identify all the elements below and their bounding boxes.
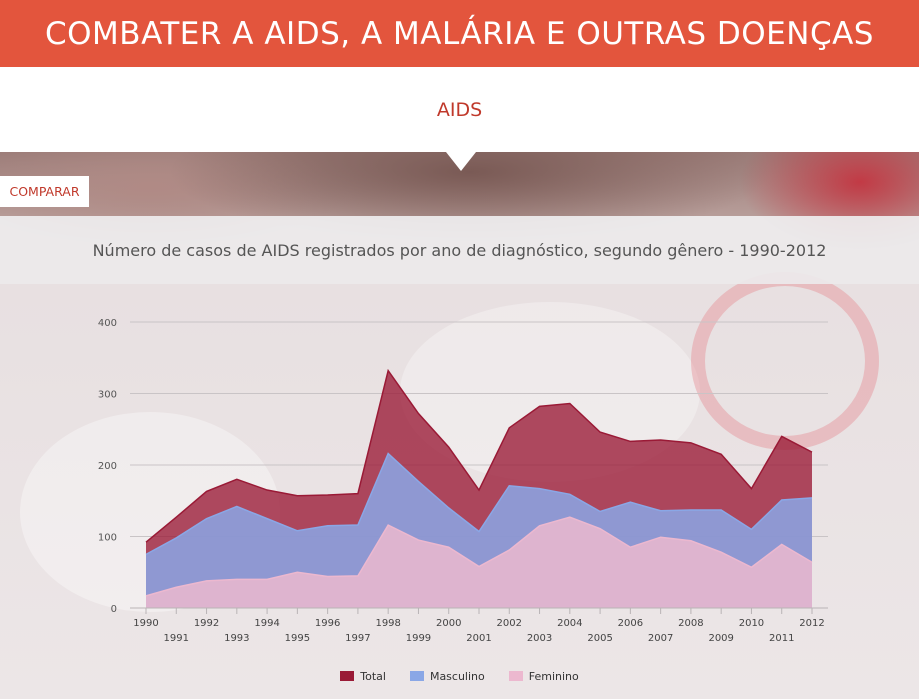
legend-swatch bbox=[340, 671, 355, 681]
x-tick-label: 2002 bbox=[497, 618, 522, 629]
compare-button[interactable]: COMPARAR bbox=[0, 176, 89, 207]
line-series-total bbox=[145, 368, 813, 543]
x-tick-label: 1995 bbox=[285, 633, 310, 644]
x-tick-label: 2011 bbox=[769, 633, 794, 644]
area-chart: 0 100 200 300 400 1990 1991 1992 1993 1994 1995 199… bbox=[98, 318, 828, 644]
x-tick-label: 2008 bbox=[678, 618, 703, 629]
page-header: COMBATER A AIDS, A MALÁRIA E OUTRAS DOEN… bbox=[0, 0, 919, 67]
line-series-feminino bbox=[145, 516, 813, 597]
legend-item-total[interactable]: Total bbox=[340, 670, 386, 683]
x-tick-label: 2012 bbox=[799, 618, 824, 629]
legend-label: Masculino bbox=[429, 669, 485, 683]
x-tick-label: 1993 bbox=[224, 633, 249, 644]
x-tick-label: 2009 bbox=[708, 633, 733, 644]
y-tick-label: 100 bbox=[98, 533, 117, 544]
legend-label: Feminino bbox=[528, 669, 579, 683]
x-tick-label: 1990 bbox=[133, 618, 158, 629]
x-tick-label: 1998 bbox=[375, 618, 400, 629]
chart-legend: Total Masculino Feminino bbox=[0, 666, 919, 686]
tab-aids[interactable]: AIDS bbox=[436, 98, 483, 121]
x-tick-label: 2006 bbox=[618, 618, 643, 629]
x-tick-label: 1994 bbox=[254, 618, 279, 629]
x-tick-label: 1992 bbox=[194, 618, 219, 629]
y-tick-label: 300 bbox=[98, 390, 117, 401]
x-tick-label: 2010 bbox=[739, 618, 764, 629]
x-tick-label: 2005 bbox=[587, 633, 612, 644]
area-series-feminino bbox=[146, 517, 812, 608]
chart-title-band: Número de casos de AIDS registrados por … bbox=[0, 216, 919, 284]
chart-axes: 0 100 200 300 400 1990 1991 1992 1993 1994 1995 199… bbox=[98, 318, 828, 644]
subnav-bar: AIDS bbox=[0, 67, 919, 152]
legend-label: Total bbox=[360, 669, 386, 683]
chart-title: Número de casos de AIDS registrados por … bbox=[92, 240, 827, 260]
x-tick-label: 2001 bbox=[466, 633, 491, 644]
x-tick-label: 1997 bbox=[345, 633, 370, 644]
x-tick-label: 2004 bbox=[557, 618, 582, 629]
x-tick-label: 2003 bbox=[527, 633, 552, 644]
x-tick-label: 2007 bbox=[648, 633, 673, 644]
x-tick-label: 2000 bbox=[436, 618, 461, 629]
y-tick-label: 400 bbox=[98, 318, 117, 329]
legend-swatch bbox=[508, 671, 523, 681]
x-tick-label: 1991 bbox=[164, 633, 189, 644]
legend-item-feminino[interactable]: Feminino bbox=[508, 669, 579, 683]
page-title: COMBATER A AIDS, A MALÁRIA E OUTRAS DOEN… bbox=[45, 15, 874, 52]
line-series-masculino bbox=[145, 452, 813, 556]
active-tab-pointer-icon bbox=[446, 152, 476, 171]
y-tick-label: 200 bbox=[98, 461, 117, 472]
y-tick-label: 0 bbox=[111, 604, 117, 615]
chart-areas bbox=[145, 368, 813, 608]
legend-swatch bbox=[409, 671, 424, 681]
x-tick-label: 1996 bbox=[315, 618, 340, 629]
x-tick-label: 1999 bbox=[406, 633, 431, 644]
legend-item-masculino[interactable]: Masculino bbox=[409, 669, 485, 683]
